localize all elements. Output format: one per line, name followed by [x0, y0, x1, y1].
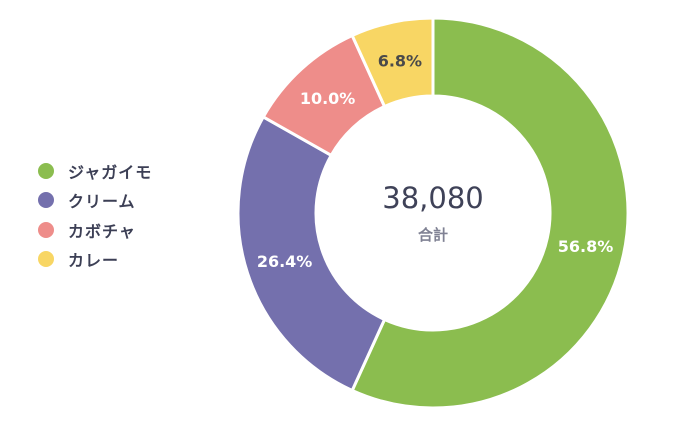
legend-label-curry: カレー	[68, 251, 120, 271]
slice-label-cream: 26.4%	[257, 252, 313, 271]
legend-label-cream: クリーム	[68, 192, 136, 212]
legend-item-cream[interactable]: クリーム	[38, 186, 152, 216]
donut-slices	[236, 16, 630, 410]
donut-slice-potato[interactable]	[350, 16, 630, 410]
donut-slice-curry[interactable]	[350, 16, 435, 109]
legend-swatch-cream	[38, 192, 54, 209]
legend-label-potato: ジャガイモ	[68, 162, 153, 182]
slice-label-potato: 56.8%	[558, 237, 614, 256]
legend: ジャガイモ クリーム カボチャ カレー	[38, 156, 152, 274]
legend-item-curry[interactable]: カレー	[38, 245, 152, 275]
slice-label-curry: 6.8%	[378, 52, 422, 71]
center-total-label: 合計	[417, 226, 448, 244]
legend-swatch-potato	[38, 162, 54, 179]
legend-item-pumpkin[interactable]: カボチャ	[38, 215, 152, 245]
legend-swatch-pumpkin	[38, 221, 54, 238]
legend-label-pumpkin: カボチャ	[68, 221, 136, 241]
slice-label-pumpkin: 10.0%	[300, 89, 356, 108]
legend-item-potato[interactable]: ジャガイモ	[38, 156, 152, 186]
legend-swatch-curry	[38, 251, 54, 268]
center-total-value: 38,080	[382, 181, 483, 215]
donut-slice-labels: 56.8% 26.4% 10.0% 6.8%	[257, 52, 613, 272]
donut-slice-cream[interactable]	[236, 114, 387, 393]
